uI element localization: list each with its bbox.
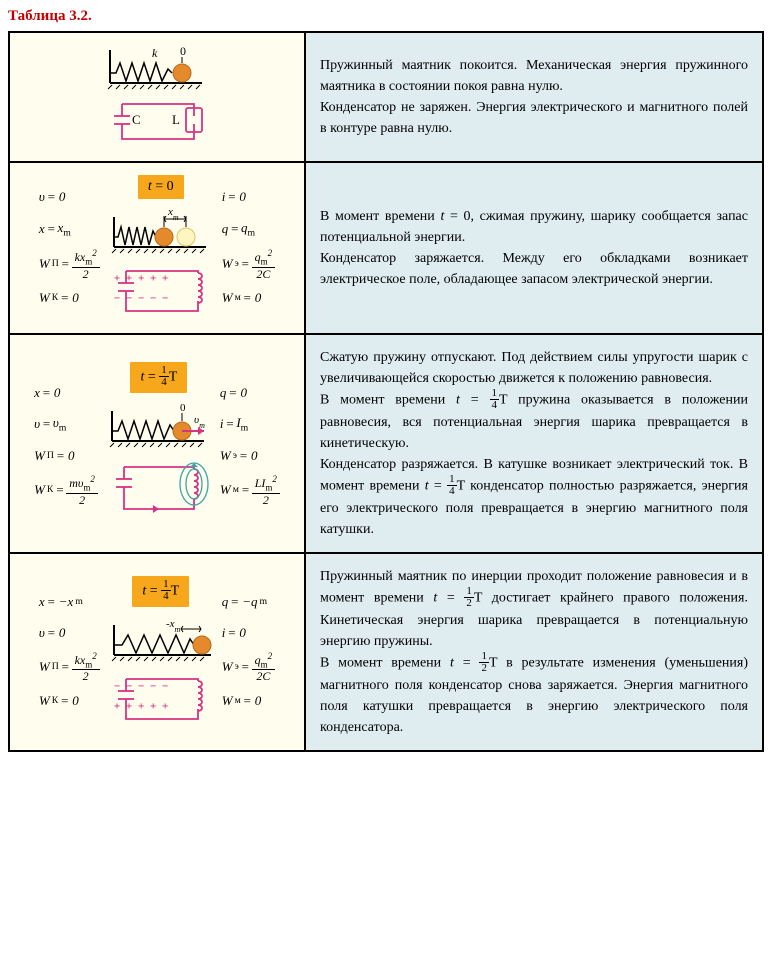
spring-compressed-icon: xm bbox=[106, 207, 216, 257]
diagram-cell-1: k 0 C bbox=[9, 32, 305, 162]
physics-table: k 0 C bbox=[8, 31, 764, 752]
svg-text:-xm: -xm bbox=[166, 618, 181, 634]
desc-text-2: В момент времени t = 0, сжимая пружину, … bbox=[320, 206, 748, 290]
desc-cell-2: В момент времени t = 0, сжимая пружину, … bbox=[305, 162, 763, 334]
diagram-cell-2: υ = 0 x = xm WП = kxm22 WК = 0 t = 0 bbox=[9, 162, 305, 334]
svg-text:+ + + + +: + + + + + bbox=[114, 701, 168, 712]
left-eqs-4: x = −xm υ = 0 WП = kxm22 WК = 0 bbox=[39, 590, 100, 713]
desc-cell-3: Сжатую пружину отпускают. Под действием … bbox=[305, 334, 763, 553]
spring-rest-icon: k 0 bbox=[102, 45, 212, 90]
desc-text-1: Пружинный маятник покоится. Механическая… bbox=[320, 55, 748, 139]
right-eqs-2: i = 0 q = qm Wэ = qm22C Wм = 0 bbox=[222, 185, 275, 311]
svg-text:0: 0 bbox=[180, 45, 186, 58]
svg-text:C: C bbox=[132, 112, 141, 127]
left-eqs-2: υ = 0 x = xm WП = kxm22 WК = 0 bbox=[39, 185, 100, 311]
spring-extended-icon: -xm bbox=[106, 615, 216, 665]
svg-text:+ + + + +: + + + + + bbox=[114, 273, 168, 284]
svg-text:L: L bbox=[172, 112, 180, 127]
svg-text:k: k bbox=[152, 46, 158, 60]
svg-text:− − − − −: − − − − − bbox=[114, 293, 168, 304]
svg-text:0: 0 bbox=[180, 402, 186, 414]
timebox-3: t = 14T bbox=[130, 362, 187, 393]
diagram-cell-4: x = −xm υ = 0 WП = kxm22 WК = 0 t = 14T bbox=[9, 553, 305, 751]
desc-cell-4: Пружинный маятник по инерции проходит по… bbox=[305, 553, 763, 751]
lc-circuit-rest-icon: C L bbox=[102, 94, 212, 149]
left-eqs-3: x = 0 υ = υm WП = 0 WК = mυm22 bbox=[34, 381, 98, 507]
right-eqs-3: q = 0 i = Im Wэ = 0 Wм = LIm22 bbox=[220, 381, 280, 507]
diagram-cell-3: x = 0 υ = υm WП = 0 WК = mυm22 t = 14T bbox=[9, 334, 305, 553]
desc-text-3: Сжатую пружину отпускают. Под действием … bbox=[320, 347, 748, 540]
lc-discharging-icon bbox=[104, 455, 214, 525]
spring-velocity-icon: 0 υm bbox=[104, 401, 214, 451]
table-title: Таблица 3.2. bbox=[8, 8, 764, 25]
desc-cell-1: Пружинный маятник покоится. Механическая… bbox=[305, 32, 763, 162]
lc-recharged-icon: − − − − − + + + + + bbox=[106, 669, 216, 729]
right-eqs-4: q = −qm i = 0 Wэ = qm22C Wм = 0 bbox=[222, 590, 275, 713]
lc-charged-icon: + + + + + − − − − − bbox=[106, 261, 216, 321]
svg-text:υm: υm bbox=[194, 414, 205, 430]
desc-text-4: Пружинный маятник по инерции проходит по… bbox=[320, 566, 748, 738]
timebox-2: t = 0 bbox=[138, 175, 184, 199]
svg-text:− − − − −: − − − − − bbox=[114, 681, 168, 692]
timebox-4: t = 14T bbox=[132, 576, 189, 607]
